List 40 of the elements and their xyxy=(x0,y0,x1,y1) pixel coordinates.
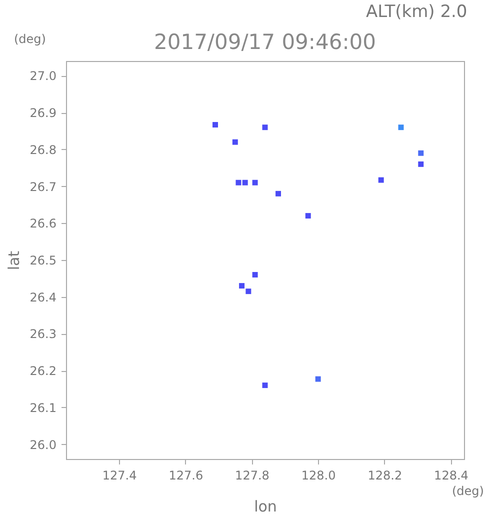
point xyxy=(262,124,268,130)
point xyxy=(236,180,242,186)
point xyxy=(305,213,311,219)
y-tick-label: 26.0 xyxy=(30,438,56,452)
point xyxy=(262,382,268,388)
y-tick-label: 26.6 xyxy=(30,216,56,231)
x-tick-label: 128.0 xyxy=(301,468,336,482)
point xyxy=(398,124,404,130)
text: (deg) xyxy=(14,32,46,46)
x-tick-label: 127.6 xyxy=(168,468,204,482)
point xyxy=(418,150,424,156)
chart-title: 2017/09/17 09:46:00 xyxy=(154,30,376,54)
y-tick-label: 26.2 xyxy=(30,364,56,378)
y-tick-label: 27.0 xyxy=(30,69,56,84)
y-tick-label: 26.9 xyxy=(30,106,56,120)
point xyxy=(418,161,424,167)
x-tick-label: 127.4 xyxy=(102,468,137,482)
y-tick-label: 26.4 xyxy=(30,290,56,304)
point xyxy=(276,190,282,196)
x-tick-label: 128.2 xyxy=(368,468,402,482)
point xyxy=(212,122,218,128)
text: (deg) xyxy=(452,484,484,498)
point xyxy=(378,177,384,183)
point xyxy=(252,180,258,186)
x-axis-title: lon xyxy=(254,498,277,516)
y-tick-label: 26.1 xyxy=(30,400,56,415)
y-axis-title: lat xyxy=(4,250,23,270)
point xyxy=(315,376,321,382)
y-tick-label: 26.8 xyxy=(30,142,56,157)
x-tick-label: 127.8 xyxy=(235,468,270,482)
y-tick-label: 26.5 xyxy=(30,254,56,268)
text: ALT(km) 2.0 xyxy=(366,2,468,22)
x-tick-label: 128.4 xyxy=(434,468,468,482)
point xyxy=(242,180,248,186)
point xyxy=(232,139,238,145)
y-tick-label: 26.3 xyxy=(30,327,56,342)
y-tick-label: 26.7 xyxy=(30,180,56,194)
point xyxy=(246,288,252,294)
point xyxy=(239,283,245,289)
point xyxy=(252,272,258,278)
